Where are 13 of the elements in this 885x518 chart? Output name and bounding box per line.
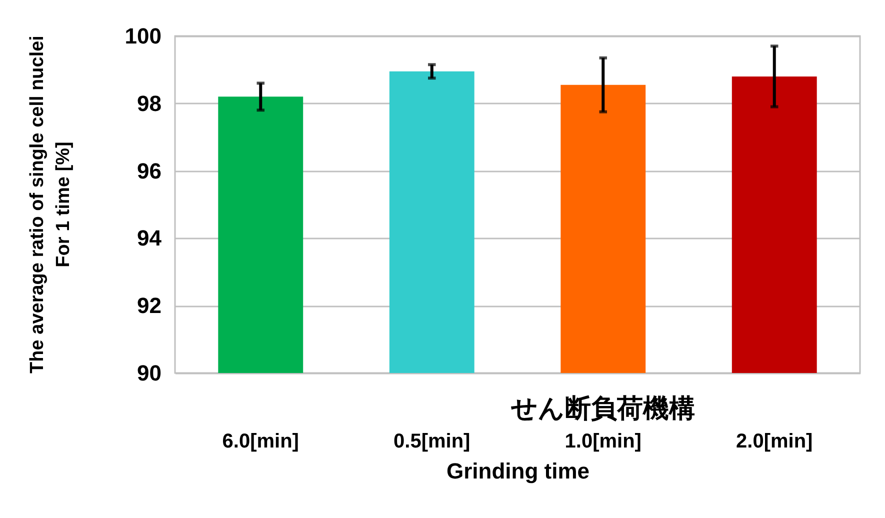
x-tick-label: 0.5[min] bbox=[394, 430, 470, 452]
x-axis-title: Grinding time bbox=[446, 458, 590, 484]
y-tick-label: 96 bbox=[137, 158, 162, 184]
y-tick-label: 90 bbox=[137, 360, 162, 386]
y-tick-label: 100 bbox=[124, 24, 162, 48]
x-tick-label: 1.0[min] bbox=[564, 430, 642, 452]
y-tick-label: 94 bbox=[137, 226, 162, 251]
y-axis-title: The average ratio of single cell nuclei For 1 time [%] bbox=[27, 36, 74, 374]
y-tick-label: 92 bbox=[137, 293, 162, 318]
y-tick-label: 98 bbox=[137, 90, 162, 116]
x-tick-label: 2.0[min] bbox=[736, 430, 813, 452]
x-tick-label: 6.0[min] bbox=[222, 430, 299, 452]
text: せん断負荷機構 bbox=[510, 393, 696, 423]
